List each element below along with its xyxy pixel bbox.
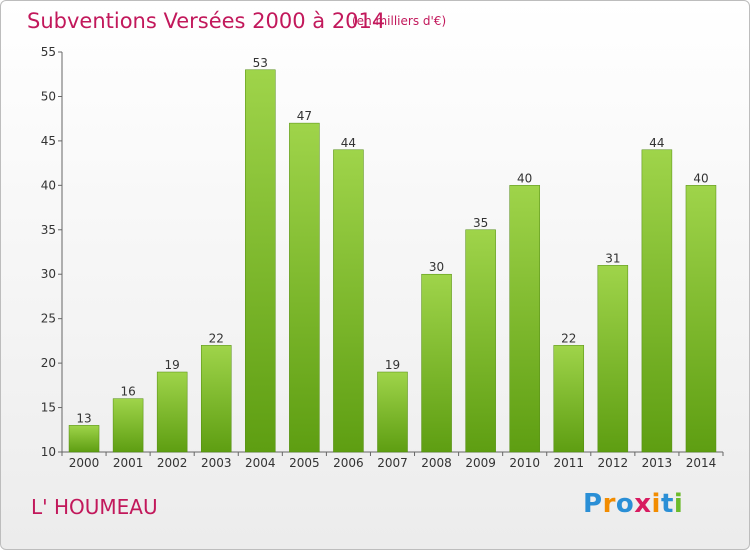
data-label: 13 [76, 411, 91, 425]
proxiti-logo: Proxiti [583, 489, 683, 519]
bar-2002 [156, 371, 188, 453]
x-tick-label: 2011 [553, 456, 584, 470]
x-tick-label: 2009 [465, 456, 496, 470]
data-label: 22 [561, 331, 576, 345]
bar-2001 [112, 398, 144, 453]
y-tick-label: 20 [41, 356, 56, 370]
bar-2003 [200, 345, 232, 453]
bar-2000 [68, 425, 100, 453]
data-label: 31 [605, 251, 620, 265]
x-tick-label: 2004 [245, 456, 276, 470]
chart-title: Subventions Versées 2000 à 2014 [27, 9, 386, 33]
bar-2012 [597, 265, 629, 453]
y-tick-label: 35 [41, 223, 56, 237]
x-tick-label: 2001 [113, 456, 144, 470]
unit-note: (en milliers d'€) [352, 14, 447, 28]
logo-letter: P [583, 489, 603, 519]
data-label: 40 [693, 171, 708, 185]
y-tick-label: 10 [41, 445, 56, 459]
data-label: 40 [517, 171, 532, 185]
logo-letter: r [602, 489, 616, 519]
logo-letter: i [673, 489, 684, 519]
data-label: 22 [209, 331, 224, 345]
logo-letter: i [651, 489, 661, 519]
bar-2011 [553, 345, 585, 453]
logo-letter: o [615, 489, 635, 519]
x-tick-label: 2005 [289, 456, 320, 470]
bar-2006 [333, 149, 364, 453]
x-tick-label: 2003 [201, 456, 232, 470]
bar-2004 [245, 69, 276, 453]
y-tick-label: 50 [41, 89, 56, 103]
bar-2009 [465, 229, 496, 453]
y-tick-label: 40 [41, 178, 56, 192]
data-label: 35 [473, 216, 488, 230]
logo-letter: t [660, 489, 674, 519]
bar-2005 [289, 122, 320, 453]
data-label: 53 [253, 56, 268, 70]
logo-letter: x [634, 489, 652, 519]
data-label: 47 [297, 109, 312, 123]
x-tick-label: 2012 [598, 456, 629, 470]
data-label: 44 [341, 136, 356, 150]
x-tick-label: 2002 [157, 456, 188, 470]
data-label: 19 [165, 358, 180, 372]
x-tick-label: 2014 [686, 456, 717, 470]
data-label: 19 [385, 358, 400, 372]
bar-2007 [377, 371, 408, 453]
data-label: 44 [649, 136, 664, 150]
x-tick-label: 2013 [642, 456, 673, 470]
x-tick-label: 2000 [69, 456, 100, 470]
bar-2010 [509, 185, 540, 453]
y-tick-label: 30 [41, 267, 56, 281]
bar-2008 [421, 273, 452, 453]
y-tick-label: 25 [41, 312, 56, 326]
y-tick-label: 45 [41, 134, 56, 148]
bar-2014 [685, 185, 717, 453]
place-name: L' HOUMEAU [31, 495, 158, 519]
y-tick-label: 15 [41, 401, 56, 415]
data-label: 30 [429, 260, 444, 274]
bar-2013 [641, 149, 673, 453]
x-tick-label: 2007 [377, 456, 408, 470]
x-tick-label: 2006 [333, 456, 364, 470]
x-tick-label: 2010 [509, 456, 540, 470]
data-label: 16 [120, 385, 135, 399]
y-tick-label: 55 [41, 45, 56, 59]
x-tick-label: 2008 [421, 456, 452, 470]
